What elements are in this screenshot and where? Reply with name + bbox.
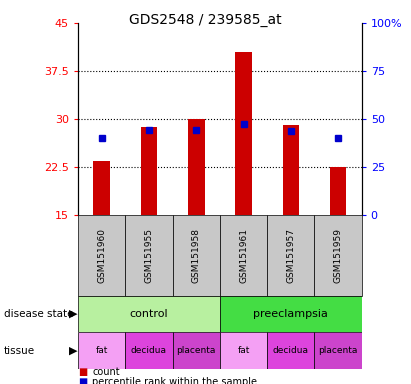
Text: decidua: decidua: [131, 346, 167, 355]
Text: control: control: [130, 309, 168, 319]
Bar: [188, 119, 205, 215]
Text: GDS2548 / 239585_at: GDS2548 / 239585_at: [129, 13, 282, 27]
Text: ■: ■: [78, 367, 88, 377]
Bar: [235, 52, 252, 215]
Text: fat: fat: [237, 346, 250, 355]
Text: tissue: tissue: [4, 346, 35, 356]
Text: GSM151960: GSM151960: [97, 228, 106, 283]
Bar: [173, 215, 220, 296]
Text: percentile rank within the sample: percentile rank within the sample: [92, 377, 257, 384]
Bar: [141, 127, 157, 215]
Bar: [78, 332, 125, 369]
Bar: [173, 332, 220, 369]
Text: decidua: decidua: [273, 346, 309, 355]
Text: ▶: ▶: [69, 346, 78, 356]
Text: placenta: placenta: [177, 346, 216, 355]
Text: ▶: ▶: [69, 309, 78, 319]
Text: GSM151955: GSM151955: [145, 228, 153, 283]
Text: GSM151957: GSM151957: [286, 228, 295, 283]
Bar: [125, 332, 173, 369]
Bar: [220, 215, 267, 296]
Text: disease state: disease state: [4, 309, 74, 319]
Bar: [78, 296, 220, 332]
Text: GSM151961: GSM151961: [239, 228, 248, 283]
Text: count: count: [92, 367, 120, 377]
Text: fat: fat: [95, 346, 108, 355]
Text: GSM151958: GSM151958: [192, 228, 201, 283]
Bar: [93, 161, 110, 215]
Bar: [267, 215, 314, 296]
Text: GSM151959: GSM151959: [334, 228, 342, 283]
Bar: [220, 296, 362, 332]
Bar: [314, 215, 362, 296]
Text: ■: ■: [78, 377, 88, 384]
Bar: [282, 126, 299, 215]
Bar: [267, 332, 314, 369]
Bar: [314, 332, 362, 369]
Bar: [125, 215, 173, 296]
Bar: [330, 167, 346, 215]
Bar: [78, 215, 125, 296]
Text: placenta: placenta: [319, 346, 358, 355]
Text: preeclampsia: preeclampsia: [253, 309, 328, 319]
Bar: [220, 332, 267, 369]
